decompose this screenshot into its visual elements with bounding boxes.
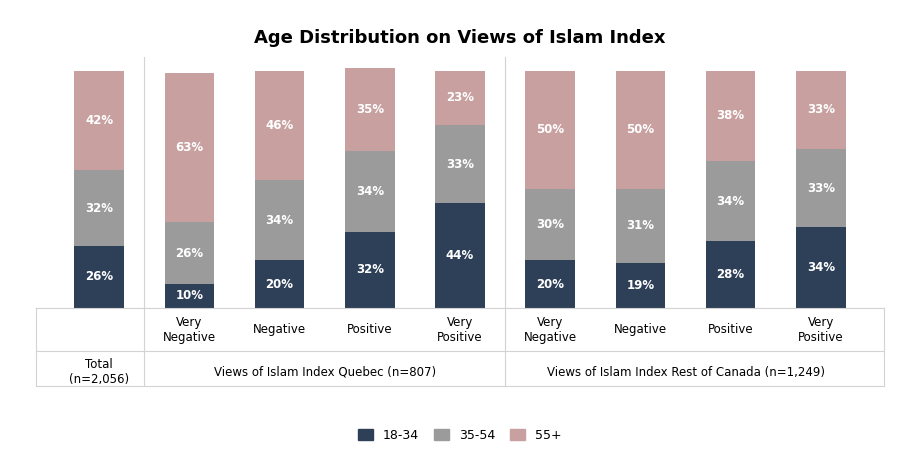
Bar — [345, 68, 395, 151]
Text: 26%: 26% — [175, 247, 204, 260]
Legend: 18-34, 35-54, 55+: 18-34, 35-54, 55+ — [353, 424, 567, 447]
Bar — [526, 189, 575, 260]
Bar — [616, 189, 666, 263]
Text: Positive: Positive — [347, 323, 392, 336]
Text: 44%: 44% — [446, 249, 474, 262]
Bar — [796, 227, 846, 308]
Text: 32%: 32% — [85, 202, 114, 215]
Text: Very
Negative: Very Negative — [163, 316, 216, 344]
Text: Very
Positive: Very Positive — [437, 316, 483, 344]
Text: 34%: 34% — [265, 213, 294, 227]
Text: 50%: 50% — [536, 123, 565, 137]
Bar — [165, 222, 215, 284]
Bar — [796, 71, 846, 149]
Text: 33%: 33% — [806, 103, 835, 116]
Text: 46%: 46% — [265, 119, 294, 132]
Text: 28%: 28% — [716, 268, 745, 281]
Bar — [165, 284, 215, 308]
Text: Positive: Positive — [708, 323, 753, 336]
Bar — [706, 71, 756, 161]
Bar — [74, 171, 124, 246]
Bar — [165, 73, 215, 222]
Bar — [255, 71, 305, 180]
Bar — [526, 260, 575, 308]
Text: Total
(n=2,056): Total (n=2,056) — [69, 358, 129, 386]
Text: 42%: 42% — [85, 114, 114, 127]
Bar — [74, 71, 124, 171]
Text: 23%: 23% — [446, 91, 474, 105]
Text: 33%: 33% — [806, 181, 835, 195]
Bar — [255, 260, 305, 308]
Text: 34%: 34% — [355, 185, 384, 198]
Bar — [706, 241, 756, 308]
Text: 34%: 34% — [716, 195, 745, 208]
Text: 34%: 34% — [806, 261, 835, 274]
Text: 20%: 20% — [536, 277, 565, 291]
Text: 32%: 32% — [355, 263, 384, 276]
Text: 10%: 10% — [175, 289, 204, 302]
Text: Very
Negative: Very Negative — [524, 316, 576, 344]
Text: Negative: Negative — [253, 323, 306, 336]
Text: Views of Islam Index Rest of Canada (n=1,249): Views of Islam Index Rest of Canada (n=1… — [547, 365, 824, 379]
Text: Negative: Negative — [614, 323, 667, 336]
Text: Very
Positive: Very Positive — [798, 316, 843, 344]
Title: Age Distribution on Views of Islam Index: Age Distribution on Views of Islam Index — [254, 29, 666, 47]
Text: 35%: 35% — [355, 103, 384, 116]
Text: 20%: 20% — [265, 277, 294, 291]
Bar — [345, 151, 395, 232]
Bar — [436, 71, 485, 125]
Bar — [796, 149, 846, 227]
Text: 30%: 30% — [536, 218, 565, 231]
Text: 31%: 31% — [626, 219, 655, 233]
Bar — [706, 161, 756, 241]
Text: 50%: 50% — [626, 123, 655, 137]
Text: 19%: 19% — [626, 279, 655, 292]
Text: 63%: 63% — [175, 141, 204, 154]
Text: 26%: 26% — [85, 270, 114, 284]
Bar — [616, 71, 666, 189]
Text: Views of Islam Index Quebec (n=807): Views of Islam Index Quebec (n=807) — [214, 365, 436, 379]
Bar — [255, 180, 305, 260]
Bar — [436, 203, 485, 308]
Bar — [436, 125, 485, 203]
Bar — [74, 246, 124, 308]
Bar — [345, 232, 395, 308]
Text: 33%: 33% — [446, 158, 474, 171]
Bar — [526, 71, 575, 189]
Bar — [616, 263, 666, 308]
Text: 38%: 38% — [716, 109, 745, 122]
